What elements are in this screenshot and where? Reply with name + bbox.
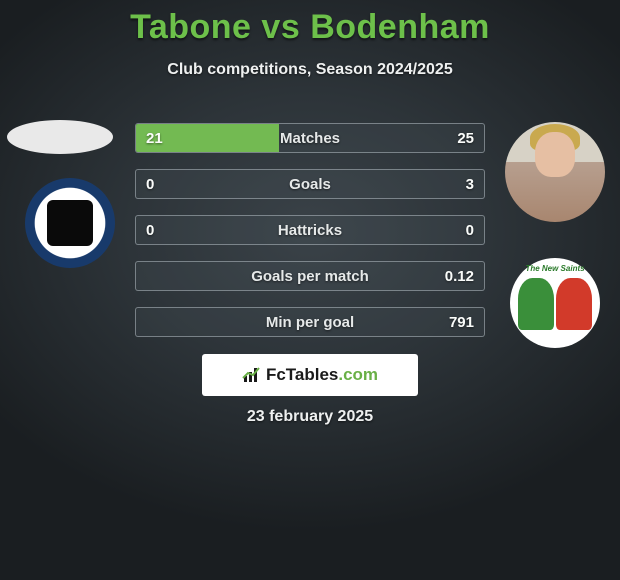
logo-text: FcTables.com	[266, 365, 378, 385]
comparison-title: Tabone vs Bodenham	[0, 0, 620, 47]
stat-right-value: 3	[466, 170, 474, 199]
stat-label: Min per goal	[136, 308, 484, 337]
stat-row: Goals0 3	[135, 169, 485, 199]
stat-label: Goals	[136, 170, 484, 199]
vs-separator: vs	[261, 8, 300, 46]
stat-row: Min per goal791	[135, 307, 485, 337]
stat-right-value: 791	[449, 308, 474, 337]
stat-row: Goals per match0.12	[135, 261, 485, 291]
stat-label: Hattricks	[136, 216, 484, 245]
stat-label: Goals per match	[136, 262, 484, 291]
stat-right-value: 0.12	[445, 262, 474, 291]
player-a-name: Tabone	[130, 8, 251, 46]
stat-right-value: 0	[466, 216, 474, 245]
club-b-badge: The New Saints	[510, 258, 600, 348]
stat-label: Matches	[136, 124, 484, 153]
stat-left-value: 0	[146, 170, 154, 199]
player-a-avatar	[7, 120, 113, 154]
stat-rows: Matches2125Goals03Hattricks00Goals per m…	[135, 123, 485, 353]
stat-row: Hattricks0 0	[135, 215, 485, 245]
date-text: 23 february 2025	[0, 408, 620, 426]
player-b-name: Bodenham	[310, 8, 490, 46]
stat-row: Matches21 25	[135, 123, 485, 153]
player-b-avatar	[505, 122, 605, 222]
fctables-logo: FcTables.com	[202, 354, 418, 396]
subtitle: Club competitions, Season 2024/2025	[0, 61, 620, 79]
stat-right-value: 25	[457, 124, 474, 153]
stat-left-value: 21	[146, 124, 163, 153]
club-a-badge	[25, 178, 115, 268]
club-b-motto: The New Saints	[510, 264, 600, 273]
chart-icon	[242, 366, 262, 384]
stat-left-value: 0	[146, 216, 154, 245]
